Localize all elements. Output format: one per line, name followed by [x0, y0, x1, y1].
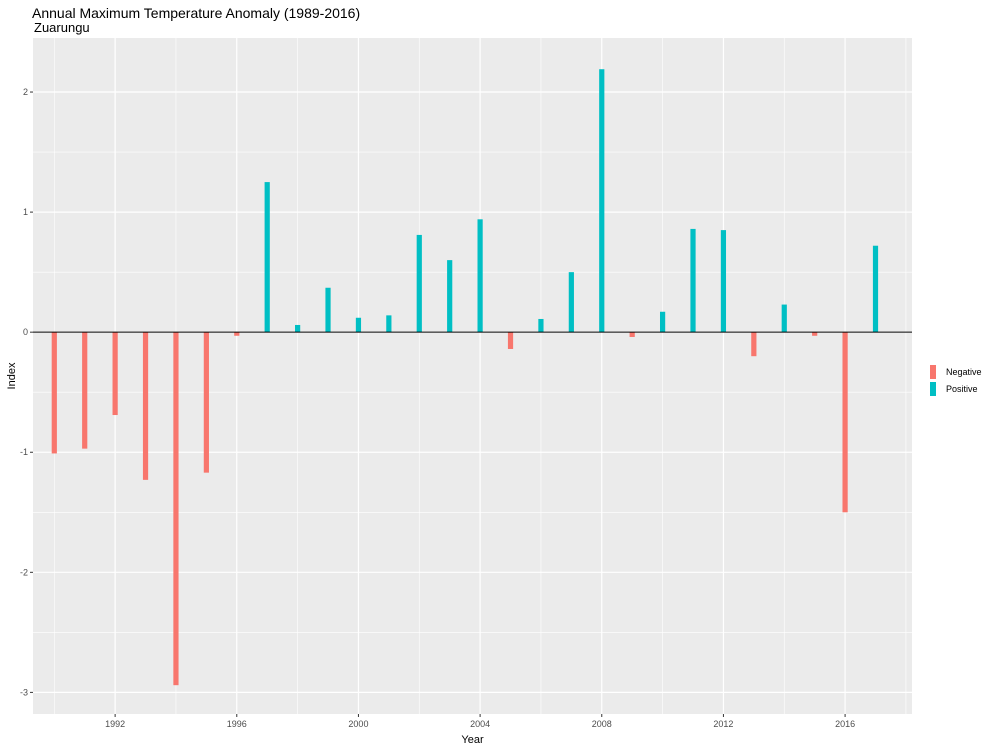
bar — [751, 332, 757, 357]
bar — [416, 234, 422, 333]
bar — [629, 332, 635, 337]
bar — [720, 230, 727, 333]
bar — [659, 311, 666, 333]
x-tick-label: 2012 — [713, 719, 733, 729]
x-tick-label: 2004 — [470, 719, 490, 729]
bar — [51, 332, 57, 454]
y-tick-label: 1 — [23, 207, 28, 217]
bar — [355, 317, 362, 333]
bar — [568, 272, 574, 333]
bar — [842, 332, 848, 513]
bar — [477, 219, 483, 333]
bar — [142, 332, 149, 480]
plot-panel — [33, 38, 912, 714]
x-tick-label: 1992 — [105, 719, 125, 729]
bar — [203, 332, 209, 473]
legend-key — [930, 382, 936, 396]
bar — [599, 69, 605, 333]
y-tick-label: -2 — [20, 567, 28, 577]
bar — [538, 318, 544, 333]
x-tick-label: 2000 — [348, 719, 368, 729]
bar — [295, 324, 301, 333]
bar — [447, 260, 453, 333]
bar — [112, 332, 118, 416]
legend-label: Negative — [946, 367, 982, 377]
x-tick-label: 2008 — [592, 719, 612, 729]
bar — [812, 332, 818, 336]
bar — [325, 287, 331, 333]
y-tick-label: 0 — [23, 327, 28, 337]
y-tick-label: -1 — [20, 447, 28, 457]
bar — [872, 245, 879, 333]
bar — [507, 332, 514, 349]
bar — [234, 332, 240, 336]
x-tick-label: 1996 — [227, 719, 247, 729]
y-axis-title: Index — [6, 362, 18, 389]
legend-label: Positive — [946, 384, 978, 394]
x-axis-title: Year — [461, 734, 484, 746]
bar — [173, 332, 179, 686]
chart-title: Annual Maximum Temperature Anomaly (1989… — [32, 5, 361, 21]
y-tick-label: 2 — [23, 87, 28, 97]
y-tick-label: -3 — [20, 687, 28, 697]
chart-subtitle: Zuarungu — [34, 20, 90, 35]
x-tick-label: 2016 — [835, 719, 855, 729]
bar — [264, 182, 270, 333]
bar — [690, 228, 696, 333]
bar — [386, 315, 392, 333]
bar — [781, 304, 787, 333]
bar — [82, 332, 88, 449]
legend-key — [930, 365, 936, 379]
